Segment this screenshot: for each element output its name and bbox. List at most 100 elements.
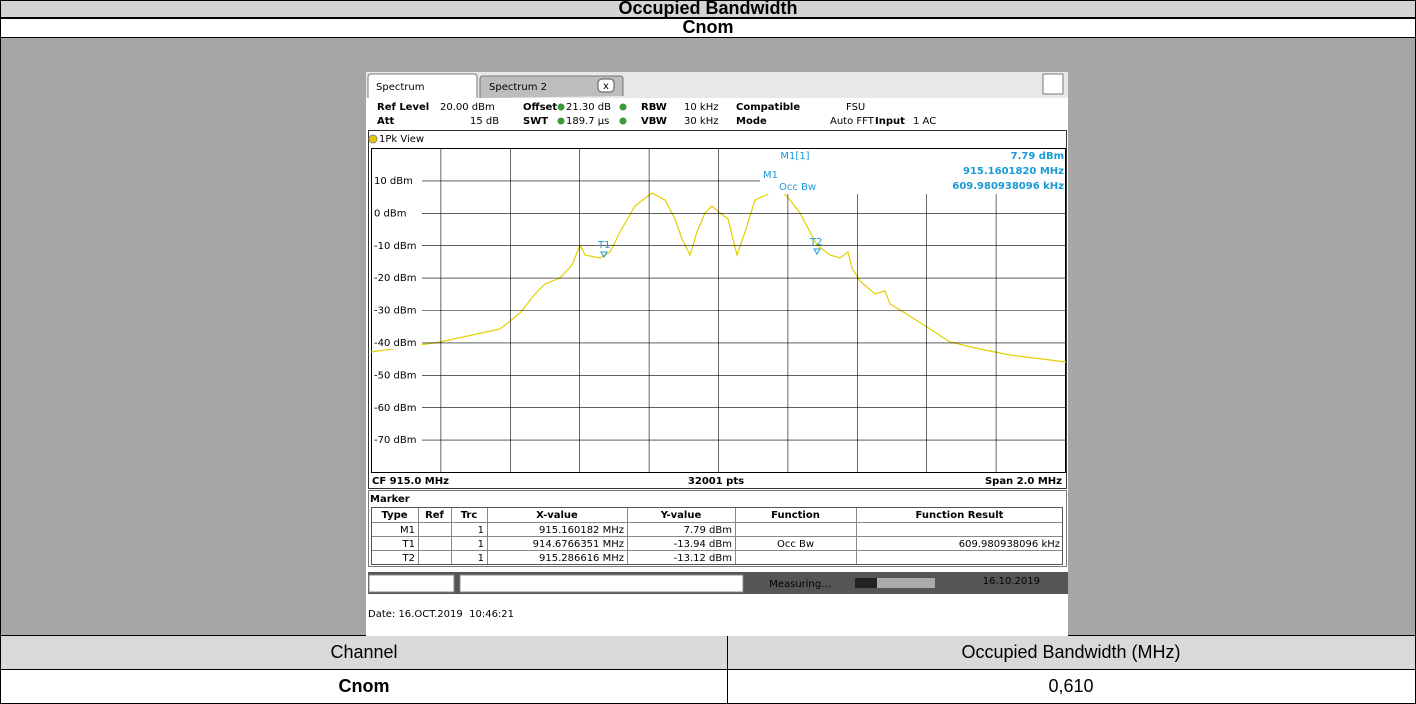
setting: FSU — [846, 102, 865, 113]
progress — [855, 578, 877, 588]
status-text: 16.10.2019 — [983, 576, 1040, 587]
table-header: Occupied Bandwidth (MHz) — [961, 642, 1180, 662]
marker-info: M1[1] — [780, 151, 809, 162]
date-line: Date: 16.OCT.2019 10:46:21 — [368, 609, 514, 620]
setting: 189.7 µs — [566, 116, 609, 127]
marker-cell: 7.79 dBm — [684, 525, 732, 536]
table-header: Channel — [330, 642, 397, 662]
setting: 1 AC — [913, 116, 936, 127]
setting: 30 kHz — [684, 116, 718, 127]
setting: Att — [377, 116, 395, 127]
marker-header: Ref — [425, 510, 444, 521]
marker-cell: Occ Bw — [777, 539, 814, 550]
marker-label: M1 — [763, 170, 778, 181]
marker-t1 — [600, 251, 608, 258]
marker-cell: 915.286616 MHz — [539, 553, 624, 564]
setting: RBW — [641, 102, 667, 113]
marker-cell: T1 — [402, 539, 415, 550]
y-label: -60 dBm — [374, 403, 416, 414]
marker-header: Function — [771, 510, 820, 521]
marker-header: Type — [381, 510, 407, 521]
marker-cell: 609.980938096 kHz — [959, 539, 1060, 550]
setting: 20.00 dBm — [440, 102, 495, 113]
y-label: -20 dBm — [374, 273, 416, 284]
y-label-bg — [372, 175, 422, 187]
y-label: -10 dBm — [374, 241, 416, 252]
setting: SWT — [523, 116, 548, 127]
view-label: 1Pk View — [379, 134, 424, 145]
y-label: -70 dBm — [374, 435, 416, 446]
footer: 32001 pts — [688, 476, 744, 487]
table-cell: 0,610 — [1048, 676, 1093, 696]
marker-info: 609.980938096 kHz — [952, 181, 1064, 192]
progress — [855, 578, 935, 588]
marker-title: Marker — [370, 494, 410, 505]
marker-info: 915.1601820 MHz — [963, 166, 1064, 177]
setting: Mode — [736, 116, 767, 127]
marker-label: T2 — [809, 237, 822, 248]
trace-indicator — [368, 134, 378, 144]
diagram-frame — [368, 130, 1067, 489]
y-label-bg — [372, 369, 422, 382]
setting: 15 dB — [470, 116, 499, 127]
marker-header: Trc — [461, 510, 478, 521]
y-label-bg — [372, 304, 422, 317]
marker-cell: 1 — [478, 525, 484, 536]
marker-panel — [368, 490, 1067, 567]
setting: Auto FFT — [830, 116, 875, 127]
marker-label: Occ Bw — [779, 182, 816, 193]
y-label: 0 dBm — [374, 208, 407, 219]
status-dot — [557, 117, 565, 125]
marker-cell: 1 — [478, 539, 484, 550]
marker-header: Function Result — [916, 510, 1004, 521]
y-label: 10 dBm — [374, 176, 413, 187]
trace — [370, 186, 1067, 363]
marker-cell: -13.94 dBm — [674, 539, 732, 550]
marker-table — [371, 507, 1063, 565]
y-label: -40 dBm — [374, 338, 416, 349]
marker-info-box — [760, 149, 1065, 194]
table-cell: Cnom — [339, 676, 390, 696]
status-dot — [557, 103, 565, 111]
y-label-bg — [372, 207, 422, 220]
marker-cell: 914.6766351 MHz — [533, 539, 624, 550]
status-field — [459, 574, 744, 593]
y-label-bg — [372, 272, 422, 285]
marker-cell: 1 — [478, 553, 484, 564]
marker-cell: -13.12 dBm — [674, 553, 732, 564]
setting: Offset — [523, 102, 557, 113]
footer: Span 2.0 MHz — [985, 476, 1062, 487]
marker-header: X-value — [536, 510, 578, 521]
setting: Ref Level — [377, 102, 429, 113]
tab — [479, 75, 624, 98]
setting: 21.30 dB — [566, 102, 611, 113]
y-label: -50 dBm — [374, 370, 416, 381]
y-label: -30 dBm — [374, 306, 416, 317]
y-label-bg — [372, 434, 422, 447]
y-label-bg — [372, 337, 422, 349]
title: Occupied Bandwidth — [618, 0, 797, 18]
marker-info: 7.79 dBm — [1011, 151, 1064, 162]
marker-cell: T2 — [402, 553, 415, 564]
status-field — [368, 574, 455, 593]
marker-cell: 915.160182 MHz — [539, 525, 624, 536]
body-cell — [0, 669, 728, 704]
close-icon — [597, 78, 615, 93]
status-text: Measuring... — [769, 579, 831, 590]
setting: VBW — [641, 116, 667, 127]
marker-cell: M1 — [400, 525, 415, 536]
setting: Input — [875, 116, 905, 127]
setting: 10 kHz — [684, 102, 718, 113]
close-icon: x — [603, 81, 609, 92]
marker-label: T1 — [597, 240, 610, 251]
y-label-bg — [372, 239, 422, 252]
status-dot — [619, 117, 627, 125]
setting: Compatible — [736, 102, 800, 113]
menu-icon — [1042, 73, 1064, 95]
tab — [367, 73, 478, 98]
tab-label: Spectrum 2 — [489, 82, 547, 93]
status-dot — [619, 103, 627, 111]
tab-label: Spectrum — [376, 82, 424, 93]
body-cell — [727, 669, 1416, 704]
